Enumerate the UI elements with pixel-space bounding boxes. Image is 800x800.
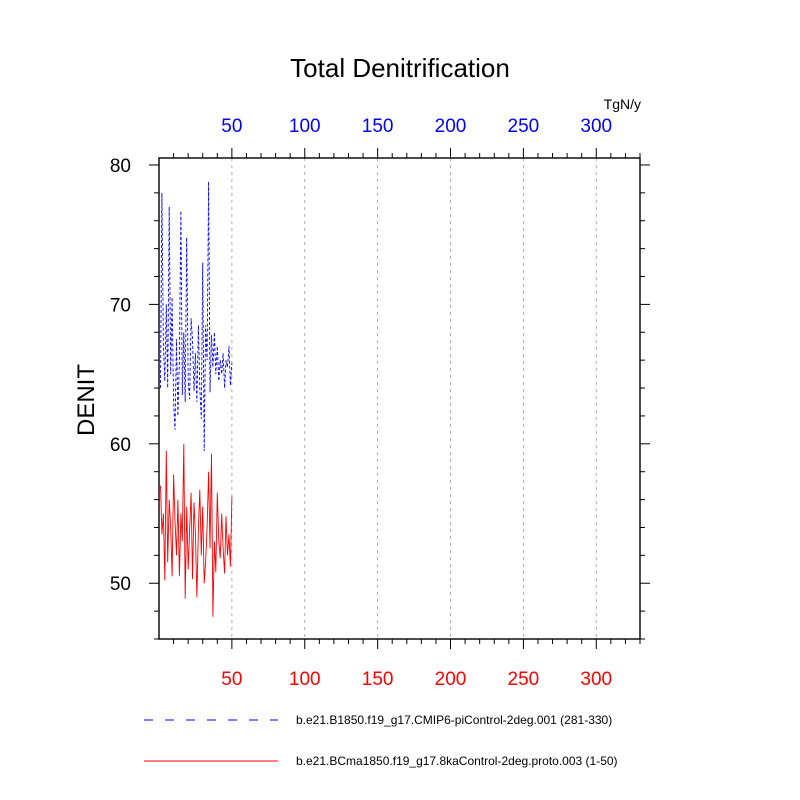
legend: b.e21.B1850.f19_g17.CMIP6-piControl-2deg… [144,713,618,768]
x-tick-label-top-50: 50 [221,116,242,137]
y-axis-label: DENIT [73,364,100,436]
x-tick-label-top-300: 300 [580,116,612,137]
axis-ticks [149,148,650,649]
series-line-2 [160,443,233,617]
x-tick-label-bottom-300: 300 [580,669,612,690]
x-tick-label-bottom-100: 100 [289,669,321,690]
legend-label-2: b.e21.BCma1850.f19_g17.8kaControl-2deg.p… [296,754,618,768]
legend-label-1: b.e21.B1850.f19_g17.CMIP6-piControl-2deg… [296,713,612,727]
x-tick-label-bottom-50: 50 [221,669,242,690]
x-tick-label-bottom-200: 200 [435,669,467,690]
x-tick-label-top-200: 200 [435,116,467,137]
x-tick-label-top-150: 150 [362,116,394,137]
series-line-1 [160,181,233,451]
units-label: TgN/y [604,96,641,112]
x-tick-label-top-100: 100 [289,116,321,137]
series-layer [160,181,233,617]
x-tick-label-bottom-250: 250 [508,669,540,690]
chart-title: Total Denitrification [290,53,510,83]
tick-labels: 50 50 100 100 150 150 200 200 250 250 300 300 50 60 70… [110,116,612,690]
y-tick-label-80: 80 [110,156,131,177]
y-tick-label-60: 60 [110,435,131,456]
plot-frame [158,157,641,640]
x-gridlines [231,158,597,639]
x-tick-label-top-250: 250 [508,116,540,137]
x-tick-label-bottom-150: 150 [362,669,394,690]
y-tick-label-50: 50 [110,574,131,595]
y-tick-label-70: 70 [110,295,131,316]
